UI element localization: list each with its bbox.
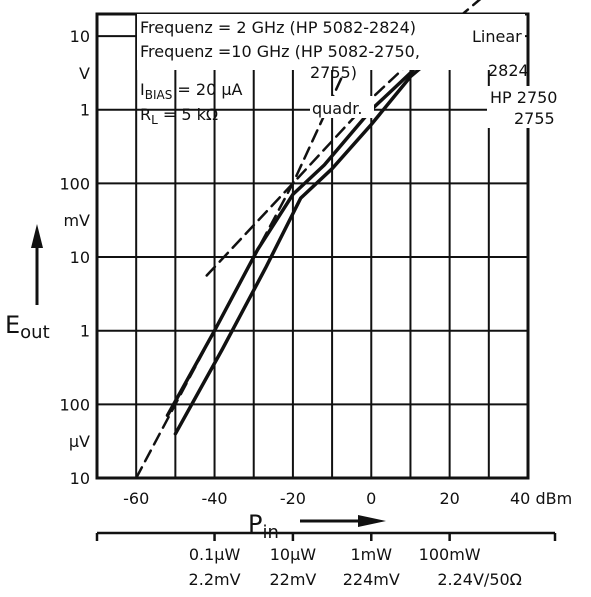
x-axis-label: Pin: [248, 510, 279, 543]
annotation-hp2750: HP 2750: [490, 88, 557, 107]
annotation-linear: Linear: [472, 27, 522, 46]
tick-labels: 10 1 100 10 1 100 10 VmV μV -60 -40 -20 0 20 40 dBm: [59, 27, 572, 508]
legend-line-1: Frequenz = 2 GHz (HP 5082-2824): [140, 18, 416, 37]
annotation-quadr: quadr.: [312, 99, 362, 118]
y-axis-label: Eout: [5, 311, 50, 343]
secondary-voltage-label: 22mV: [269, 570, 316, 589]
legend-box: [137, 14, 525, 70]
secondary-power-label: 10μW: [270, 545, 317, 564]
x-tick-label: 20: [439, 489, 459, 508]
y-tick-label: 10: [70, 27, 90, 46]
y-tick-label: 1: [80, 101, 90, 120]
series-line: [134, 71, 346, 480]
x-tick-label: 0: [366, 489, 376, 508]
x-tick-label: -40: [201, 489, 227, 508]
y-axis-arrow-head: [31, 224, 43, 248]
legend-line-2: Frequenz =10 GHz (HP 5082-2750,: [140, 42, 420, 61]
y-tick-label: 100: [59, 174, 90, 193]
secondary-power-label: 1mW: [350, 545, 392, 564]
y-tick-label: 10: [70, 248, 90, 267]
secondary-voltage-label: 2.24V/50Ω: [437, 570, 522, 589]
secondary-axis-labels: 0.1μW 2.2mV 10μW 22mV 1mW 224mV 100mW 2.24V/50Ω: [189, 533, 522, 589]
y-unit-label: V: [79, 64, 90, 83]
secondary-voltage-label: 2.2mV: [189, 570, 241, 589]
y-unit-label: mV: [63, 211, 90, 230]
x-tick-label: -60: [123, 489, 149, 508]
x-tick-label: -20: [280, 489, 306, 508]
secondary-voltage-label: 224mV: [343, 570, 400, 589]
legend-line-3: 2755): [310, 63, 357, 82]
plot-frame: [95, 12, 530, 480]
annotation-hp-box: [487, 86, 565, 128]
grid: [95, 12, 530, 480]
x-axis-arrow-head: [358, 515, 386, 527]
y-tick-label: 10: [70, 469, 90, 488]
rl-label: RL = 5 kΩ: [140, 105, 218, 127]
annotation-hp2755: 2755: [514, 109, 555, 128]
series-line: [205, 0, 482, 277]
secondary-power-label: 100mW: [419, 545, 481, 564]
bias-label: IBIAS = 20 μA: [140, 80, 243, 102]
y-tick-label: 100: [59, 395, 90, 414]
annotation-quadr-box: [310, 96, 374, 118]
x-tick-label: 40 dBm: [510, 489, 572, 508]
y-unit-label: μV: [69, 432, 90, 451]
annotation-2824: 2824: [488, 61, 529, 80]
y-tick-label: 1: [80, 322, 90, 341]
secondary-power-label: 0.1μW: [189, 545, 241, 564]
